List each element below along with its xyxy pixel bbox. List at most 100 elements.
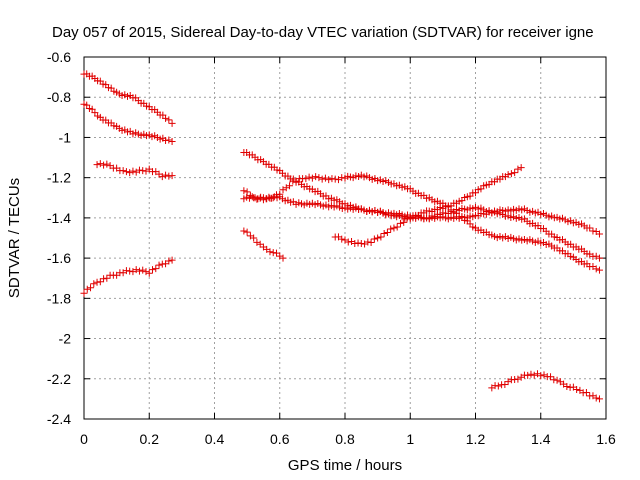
point-arc-d	[165, 257, 173, 265]
point-arc-i	[354, 239, 362, 247]
point-arc-i	[383, 228, 391, 236]
y-tick-label: -2	[59, 331, 72, 347]
point-arc-d	[149, 266, 157, 274]
point-arc-c	[158, 173, 166, 181]
point-arc-j	[537, 372, 545, 380]
point-arc-i	[393, 223, 401, 231]
point-arc-h	[266, 248, 274, 256]
point-arc-b	[162, 136, 170, 144]
point-arc-d	[135, 267, 143, 275]
point-arc-i	[380, 229, 388, 237]
point-arc-h	[272, 249, 280, 257]
point-arc-d	[142, 268, 150, 276]
point-arc-i	[511, 169, 519, 177]
point-arc-f	[595, 254, 603, 262]
point-arc-g	[286, 182, 294, 190]
point-arc-g	[276, 190, 284, 198]
point-arc-h	[253, 238, 261, 246]
point-arc-i	[338, 235, 346, 243]
point-arc-i	[507, 170, 515, 178]
y-tick-label: -1.8	[47, 290, 71, 306]
point-arc-d	[103, 274, 111, 282]
point-arc-e	[595, 230, 603, 238]
point-arc-d	[152, 265, 160, 273]
point-arc-h	[279, 254, 287, 262]
x-tick-label: 0.2	[140, 431, 160, 447]
x-tick-label: 0.4	[205, 431, 225, 447]
point-arc-c	[119, 167, 127, 175]
point-arc-b	[168, 137, 176, 145]
point-arc-h	[243, 228, 251, 236]
point-arc-g	[592, 265, 600, 273]
point-arc-g	[266, 194, 274, 202]
plot-frame	[83, 56, 607, 420]
x-tick-label: 1.6	[596, 431, 616, 447]
y-tick-label: -0.6	[47, 49, 71, 65]
x-tick-label: 1.4	[531, 431, 551, 447]
point-arc-i	[387, 225, 395, 233]
point-arc-a	[162, 114, 170, 122]
point-arc-i	[374, 234, 382, 242]
y-axis-label: SDTVAR / TECUs	[6, 178, 23, 298]
point-arc-c	[93, 161, 101, 169]
point-arc-c	[162, 171, 170, 179]
point-arc-g	[272, 191, 280, 199]
y-tick-label: -1.2	[47, 170, 71, 186]
point-arc-c	[129, 167, 137, 175]
point-arc-i	[390, 224, 398, 232]
point-arc-j	[501, 380, 509, 388]
y-tick-label: -2.4	[47, 411, 71, 427]
point-arc-i	[396, 219, 404, 227]
point-arc-j	[530, 371, 538, 379]
point-arc-g	[305, 173, 313, 181]
x-tick-label: 0.8	[335, 431, 355, 447]
point-arc-g	[331, 175, 339, 183]
x-tick-label: 0	[80, 431, 88, 447]
point-arc-e	[589, 227, 597, 235]
point-arc-i	[344, 238, 352, 246]
point-arc-j	[550, 376, 558, 384]
data-points	[80, 70, 603, 403]
point-arc-g	[312, 173, 320, 181]
point-arc-i	[504, 171, 512, 179]
point-arc-g	[328, 175, 336, 183]
point-arc-i	[367, 239, 375, 247]
y-tick-label: -1.4	[47, 210, 71, 226]
point-arc-j	[527, 370, 535, 378]
point-arc-c	[96, 160, 104, 168]
point-arc-i	[403, 215, 411, 223]
point-arc-c	[165, 172, 173, 180]
point-arc-e	[586, 224, 594, 232]
point-arc-a	[168, 119, 176, 127]
point-arc-h	[269, 249, 277, 257]
x-tick-label: 1.2	[466, 431, 486, 447]
y-tick-label: -1.6	[47, 250, 71, 266]
point-arc-d	[93, 278, 101, 286]
point-arc-h	[240, 227, 248, 235]
point-arc-b	[165, 136, 173, 144]
y-tick-label: -2.2	[47, 371, 71, 387]
point-arc-g	[595, 266, 603, 274]
point-arc-d	[145, 269, 153, 277]
x-tick-labels: 0 0.2 0.4 0.6 0.8 1 1.2 1.4 1.6	[80, 431, 616, 447]
point-arc-g	[325, 176, 333, 184]
point-arc-d	[168, 256, 176, 264]
chart-title: Day 057 of 2015, Sidereal Day-to-day VTE…	[52, 24, 594, 41]
point-arc-d	[139, 266, 147, 274]
point-arc-h	[256, 240, 264, 248]
point-arc-j	[524, 371, 532, 379]
x-axis-label: GPS time / hours	[288, 457, 402, 474]
point-arc-g	[308, 174, 316, 182]
point-arc-g	[263, 195, 271, 203]
point-arc-i	[351, 240, 359, 248]
point-arc-c	[103, 160, 111, 168]
x-tick-label: 0.6	[270, 431, 290, 447]
point-arc-g	[315, 174, 323, 182]
point-arc-j	[540, 371, 548, 379]
point-arc-j	[494, 382, 502, 390]
point-arc-j	[595, 395, 603, 403]
point-arc-g	[240, 187, 248, 195]
point-arc-g	[269, 194, 277, 202]
point-arc-c	[135, 166, 143, 174]
